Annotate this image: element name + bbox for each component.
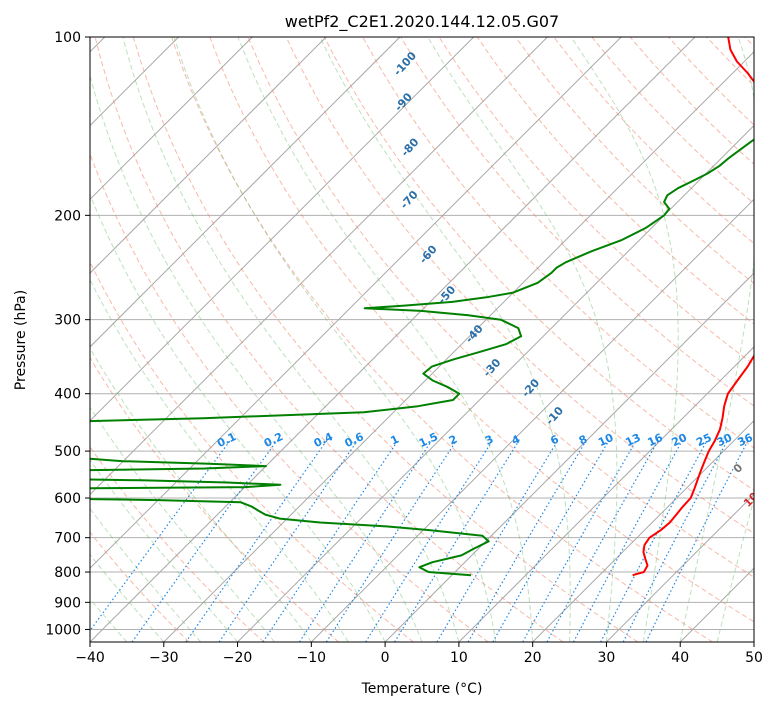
moist-adiabats [90,37,754,642]
y-tick-label: 700 [54,531,81,547]
isotherm-line [532,419,754,642]
mixing-ratio-line [394,440,520,642]
isotherm-grid [90,37,754,642]
dry-adiabat-line [323,37,754,491]
moist-adiabat-line [90,459,238,642]
isotherm-line [90,37,401,348]
y-tick-label: 100 [54,30,81,46]
x-tick-label: 0 [381,650,390,666]
dry-adiabat-line [285,37,754,535]
mixing-ratio-label: 20 [670,431,690,449]
moist-adiabat-line [122,37,460,642]
moist-adiabat-line [90,507,202,642]
dry-adiabat-line [132,37,639,642]
x-tick-label: 40 [671,650,689,666]
y-tick-label: 600 [54,491,81,507]
mixing-ratio-label: 16 [645,431,665,449]
mixing-ratio-lines [90,440,749,642]
dry-adiabat-line [515,37,754,285]
moist-adiabat-line [90,278,349,642]
moist-adiabat-line [570,37,679,642]
y-tick-label: 500 [54,444,81,460]
mixing-ratio-label: 36 [735,431,755,449]
x-tick-label: 30 [598,650,616,666]
mixing-ratio-line [522,440,637,642]
moist-adiabat-line [90,347,312,642]
isotherm-line [90,37,622,569]
mixing-ratio-line [299,440,433,642]
temperature-profile-line [632,37,754,577]
isotherm-line [237,124,754,642]
mixing-ratio-label: 30 [715,431,735,449]
moist-adiabat-line [90,73,423,642]
mixing-ratio-line [645,440,749,642]
moist-adiabat-line [679,37,754,642]
dry-adiabat-line [438,37,754,366]
dry-adiabat-line [209,37,754,623]
mixing-ratio-line [262,440,399,642]
y-tick-label: 300 [54,313,81,329]
isotherm-line [90,37,253,201]
moist-adiabat-line [90,553,165,642]
isotherm-line [458,346,754,642]
moist-adiabat-line [319,37,571,642]
mixing-ratio-line [325,440,457,642]
mixing-ratio-line [546,440,659,642]
y-tick-label: 900 [54,595,81,611]
x-tick-label: 50 [745,650,763,666]
moist-adiabat-line [716,497,754,642]
x-axis-label: Temperature (°C) [361,681,483,697]
x-tick-label: 10 [450,650,468,666]
dry-adiabat-line [90,152,489,642]
isotherm-line [90,37,327,274]
dry-adiabat-line [94,37,564,642]
mixing-ratio-line [467,440,587,642]
y-tick-label: 800 [54,565,81,581]
isotherm-line [90,37,696,642]
plot-frame [89,36,755,643]
x-tick-label: −10 [297,650,327,666]
y-tick-label: 1000 [45,622,81,638]
y-axis-label: Pressure (hPa) [13,290,29,390]
x-tick-label: −40 [75,650,105,666]
x-tick-label: −20 [223,650,253,666]
profiles [90,37,754,577]
dry-adiabat-line [90,531,190,642]
mixing-ratio-line [492,440,610,642]
mixing-ratio-label: 25 [694,431,713,449]
isotherm-line [90,37,475,422]
y-tick-label: 200 [54,208,81,224]
isobar-grid [90,37,754,630]
moist-adiabat-line [90,193,386,642]
mixing-ratio-label: 13 [623,431,642,449]
dry-adiabat-line [171,37,713,642]
isotherm-line [384,272,754,642]
mixing-ratio-line [436,440,559,642]
moist-adiabat-line [90,598,128,642]
x-tick-label: 20 [524,650,542,666]
mixing-ratio-line [218,440,358,642]
mixing-ratio-line [365,440,494,642]
chart-title: wetPf2_C2E1.2020.144.12.05.G07 [285,12,559,32]
moist-adiabat-line [427,37,618,642]
dry-adiabats [90,37,754,642]
dry-adiabat-line [362,37,754,449]
isotherm-line [90,37,548,496]
moist-adiabat-line [173,37,497,642]
mixing-ratio-line [131,440,278,642]
x-tick-label: −30 [149,650,179,666]
isotherm-line [163,51,754,642]
moist-adiabat-line [237,37,534,642]
dewpoint-profile-line [90,138,754,577]
axis-ticks: −40 −30 −20 −10 0 10 20 30 40 50 100 200 300 400 500 60… [45,30,763,666]
mixing-ratio-label: 10 [596,431,616,449]
isotherm-line [606,493,754,642]
mixing-ratio-line [572,440,683,642]
mixing-ratio-line [185,440,328,642]
y-tick-label: 400 [54,387,81,403]
